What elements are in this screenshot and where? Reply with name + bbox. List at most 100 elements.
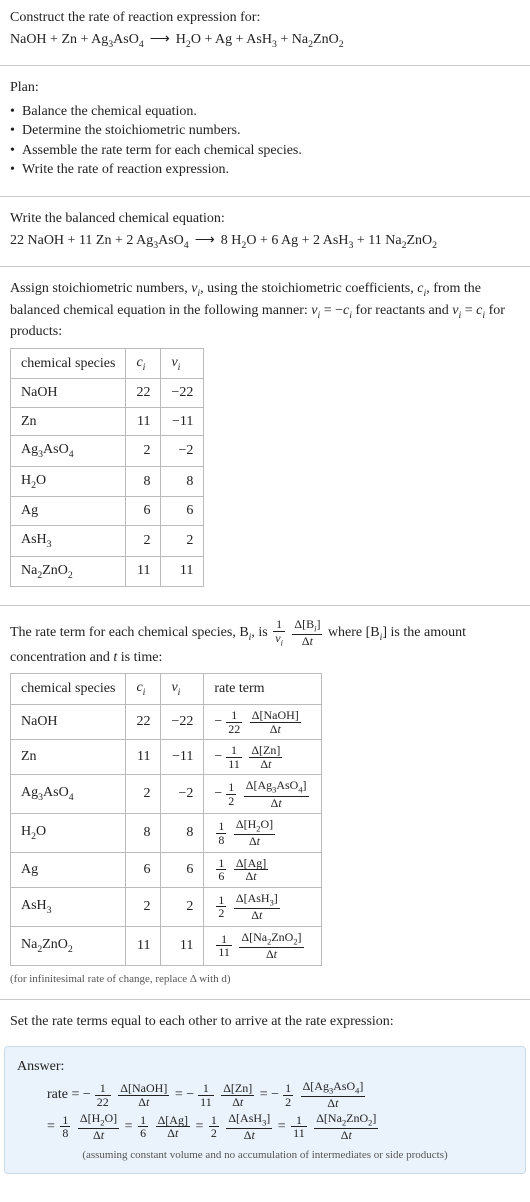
table-row: Ag66 <box>11 497 204 526</box>
nu-cell: −22 <box>161 379 204 408</box>
col-header: ci <box>126 674 161 705</box>
rel-react-c: ci <box>343 303 352 318</box>
c-cell: 11 <box>126 926 161 965</box>
col-header: νi <box>161 348 204 379</box>
rate-term-cell: 16 Δ[Ag]Δt <box>204 852 321 887</box>
c-cell: 8 <box>126 814 161 853</box>
nu-cell: 8 <box>161 814 204 853</box>
plan-item-text: Assemble the rate term for each chemical… <box>22 141 302 161</box>
col-header: chemical species <box>11 348 126 379</box>
set-line: Set the rate terms equal to each other t… <box>0 1004 530 1040</box>
species-cell: Ag3AsO4 <box>11 775 126 814</box>
table-row: Ag6616 Δ[Ag]Δt <box>11 852 322 887</box>
c-cell: 2 <box>126 436 161 467</box>
balanced-section: Write the balanced chemical equation: 22… <box>0 201 530 262</box>
bullet-icon: • <box>10 160 22 180</box>
nu-cell: 8 <box>161 466 204 497</box>
nu-cell: 2 <box>161 526 204 557</box>
nu-cell: 6 <box>161 497 204 526</box>
c-cell: 11 <box>126 740 161 775</box>
divider <box>0 266 530 267</box>
plan-title: Plan: <box>10 78 520 98</box>
answer-label: Answer: <box>17 1057 513 1077</box>
table-row: Zn11−11−111 Δ[Zn]Δt <box>11 740 322 775</box>
rate-term-table: chemical speciesciνirate term NaOH22−22−… <box>10 673 322 965</box>
plan-item-text: Determine the stoichiometric numbers. <box>22 121 241 141</box>
balanced-title: Write the balanced chemical equation: <box>10 209 520 229</box>
nu-cell: 2 <box>161 888 204 927</box>
answer-rate-expression: rate = −122 Δ[NaOH]Δt = −111 Δ[Zn]Δt = −… <box>17 1080 513 1142</box>
rate-term-cell: −111 Δ[Zn]Δt <box>204 740 321 775</box>
c-cell: 11 <box>126 556 161 587</box>
species-cell: NaOH <box>11 379 126 408</box>
nu-cell: −11 <box>161 407 204 436</box>
c-cell: 2 <box>126 888 161 927</box>
rateterm-text: where [B <box>324 625 379 640</box>
rateterm-section: The rate term for each chemical species,… <box>0 610 530 995</box>
col-header: ci <box>126 348 161 379</box>
assign-section: Assign stoichiometric numbers, νi, using… <box>0 271 530 601</box>
rate-term-cell: 18 Δ[H2O]Δt <box>204 814 321 853</box>
species-cell: AsH3 <box>11 888 126 927</box>
nu-cell: 11 <box>161 556 204 587</box>
rateterm-text: The rate term for each chemical species,… <box>10 625 249 640</box>
balanced-equation: 22 NaOH + 11 Zn + 2 Ag3AsO4⟶8 H2O + 6 Ag… <box>10 231 520 253</box>
plan-item-text: Balance the chemical equation. <box>22 102 197 122</box>
c-cell: 6 <box>126 497 161 526</box>
bullet-icon: • <box>10 141 22 161</box>
table-row: Zn11−11 <box>11 407 204 436</box>
nu-cell: −22 <box>161 704 204 739</box>
answer-caption: (assuming constant volume and no accumul… <box>17 1148 513 1163</box>
table-row: NaOH22−22 <box>11 379 204 408</box>
c-cell: 2 <box>126 526 161 557</box>
table-row: AsH32212 Δ[AsH3]Δt <box>11 888 322 927</box>
c-cell: 8 <box>126 466 161 497</box>
table-row: AsH322 <box>11 526 204 557</box>
bullet-icon: • <box>10 102 22 122</box>
divider <box>0 65 530 66</box>
assign-text: for reactants and <box>352 303 452 318</box>
rate-term-cell: −122 Δ[NaOH]Δt <box>204 704 321 739</box>
species-cell: Ag <box>11 852 126 887</box>
table-row: H2O8818 Δ[H2O]Δt <box>11 814 322 853</box>
nu-cell: −11 <box>161 740 204 775</box>
plan-item-text: Write the rate of reaction expression. <box>22 160 229 180</box>
plan-item: •Write the rate of reaction expression. <box>10 160 520 180</box>
rel-prod-c: ci <box>476 303 485 318</box>
stoich-table: chemical speciesciνi NaOH22−22Zn11−11Ag3… <box>10 348 204 587</box>
rate-term-cell: 12 Δ[AsH3]Δt <box>204 888 321 927</box>
species-cell: NaOH <box>11 704 126 739</box>
c-cell: 2 <box>126 775 161 814</box>
rel-react: νi <box>311 303 320 318</box>
divider <box>0 196 530 197</box>
col-header: chemical species <box>11 674 126 705</box>
table-row: H2O88 <box>11 466 204 497</box>
nu-cell: −2 <box>161 436 204 467</box>
prompt-text: Construct the rate of reaction expressio… <box>10 8 520 28</box>
species-cell: Na2ZnO2 <box>11 926 126 965</box>
table-row: Ag3AsO42−2−12 Δ[Ag3AsO4]Δt <box>11 775 322 814</box>
answer-box: Answer: rate = −122 Δ[NaOH]Δt = −111 Δ[Z… <box>4 1046 526 1175</box>
rate-line-1: rate = −122 Δ[NaOH]Δt = −111 Δ[Zn]Δt = −… <box>17 1080 513 1110</box>
plan-list: •Balance the chemical equation.•Determin… <box>10 102 520 180</box>
generic-rate-term: 1νi Δ[Bi]Δt <box>271 625 324 640</box>
table-row: Ag3AsO42−2 <box>11 436 204 467</box>
species-cell: AsH3 <box>11 526 126 557</box>
divider <box>0 999 530 1000</box>
nu-cell: 11 <box>161 926 204 965</box>
species-cell: H2O <box>11 814 126 853</box>
species-cell: Ag <box>11 497 126 526</box>
col-header: rate term <box>204 674 321 705</box>
rate-term-cell: 111 Δ[Na2ZnO2]Δt <box>204 926 321 965</box>
rateterm-text: , is <box>251 625 271 640</box>
c-symbol: ci <box>417 281 426 296</box>
col-header: νi <box>161 674 204 705</box>
species-cell: Ag3AsO4 <box>11 436 126 467</box>
rate-term-cell: −12 Δ[Ag3AsO4]Δt <box>204 775 321 814</box>
c-cell: 6 <box>126 852 161 887</box>
plan-section: Plan: •Balance the chemical equation.•De… <box>0 70 530 192</box>
bullet-icon: • <box>10 121 22 141</box>
rate-line-2: = 18 Δ[H2O]Δt = 16 Δ[Ag]Δt = 12 Δ[AsH3]Δ… <box>17 1112 513 1142</box>
species-cell: H2O <box>11 466 126 497</box>
nu-symbol: νi <box>191 281 200 296</box>
